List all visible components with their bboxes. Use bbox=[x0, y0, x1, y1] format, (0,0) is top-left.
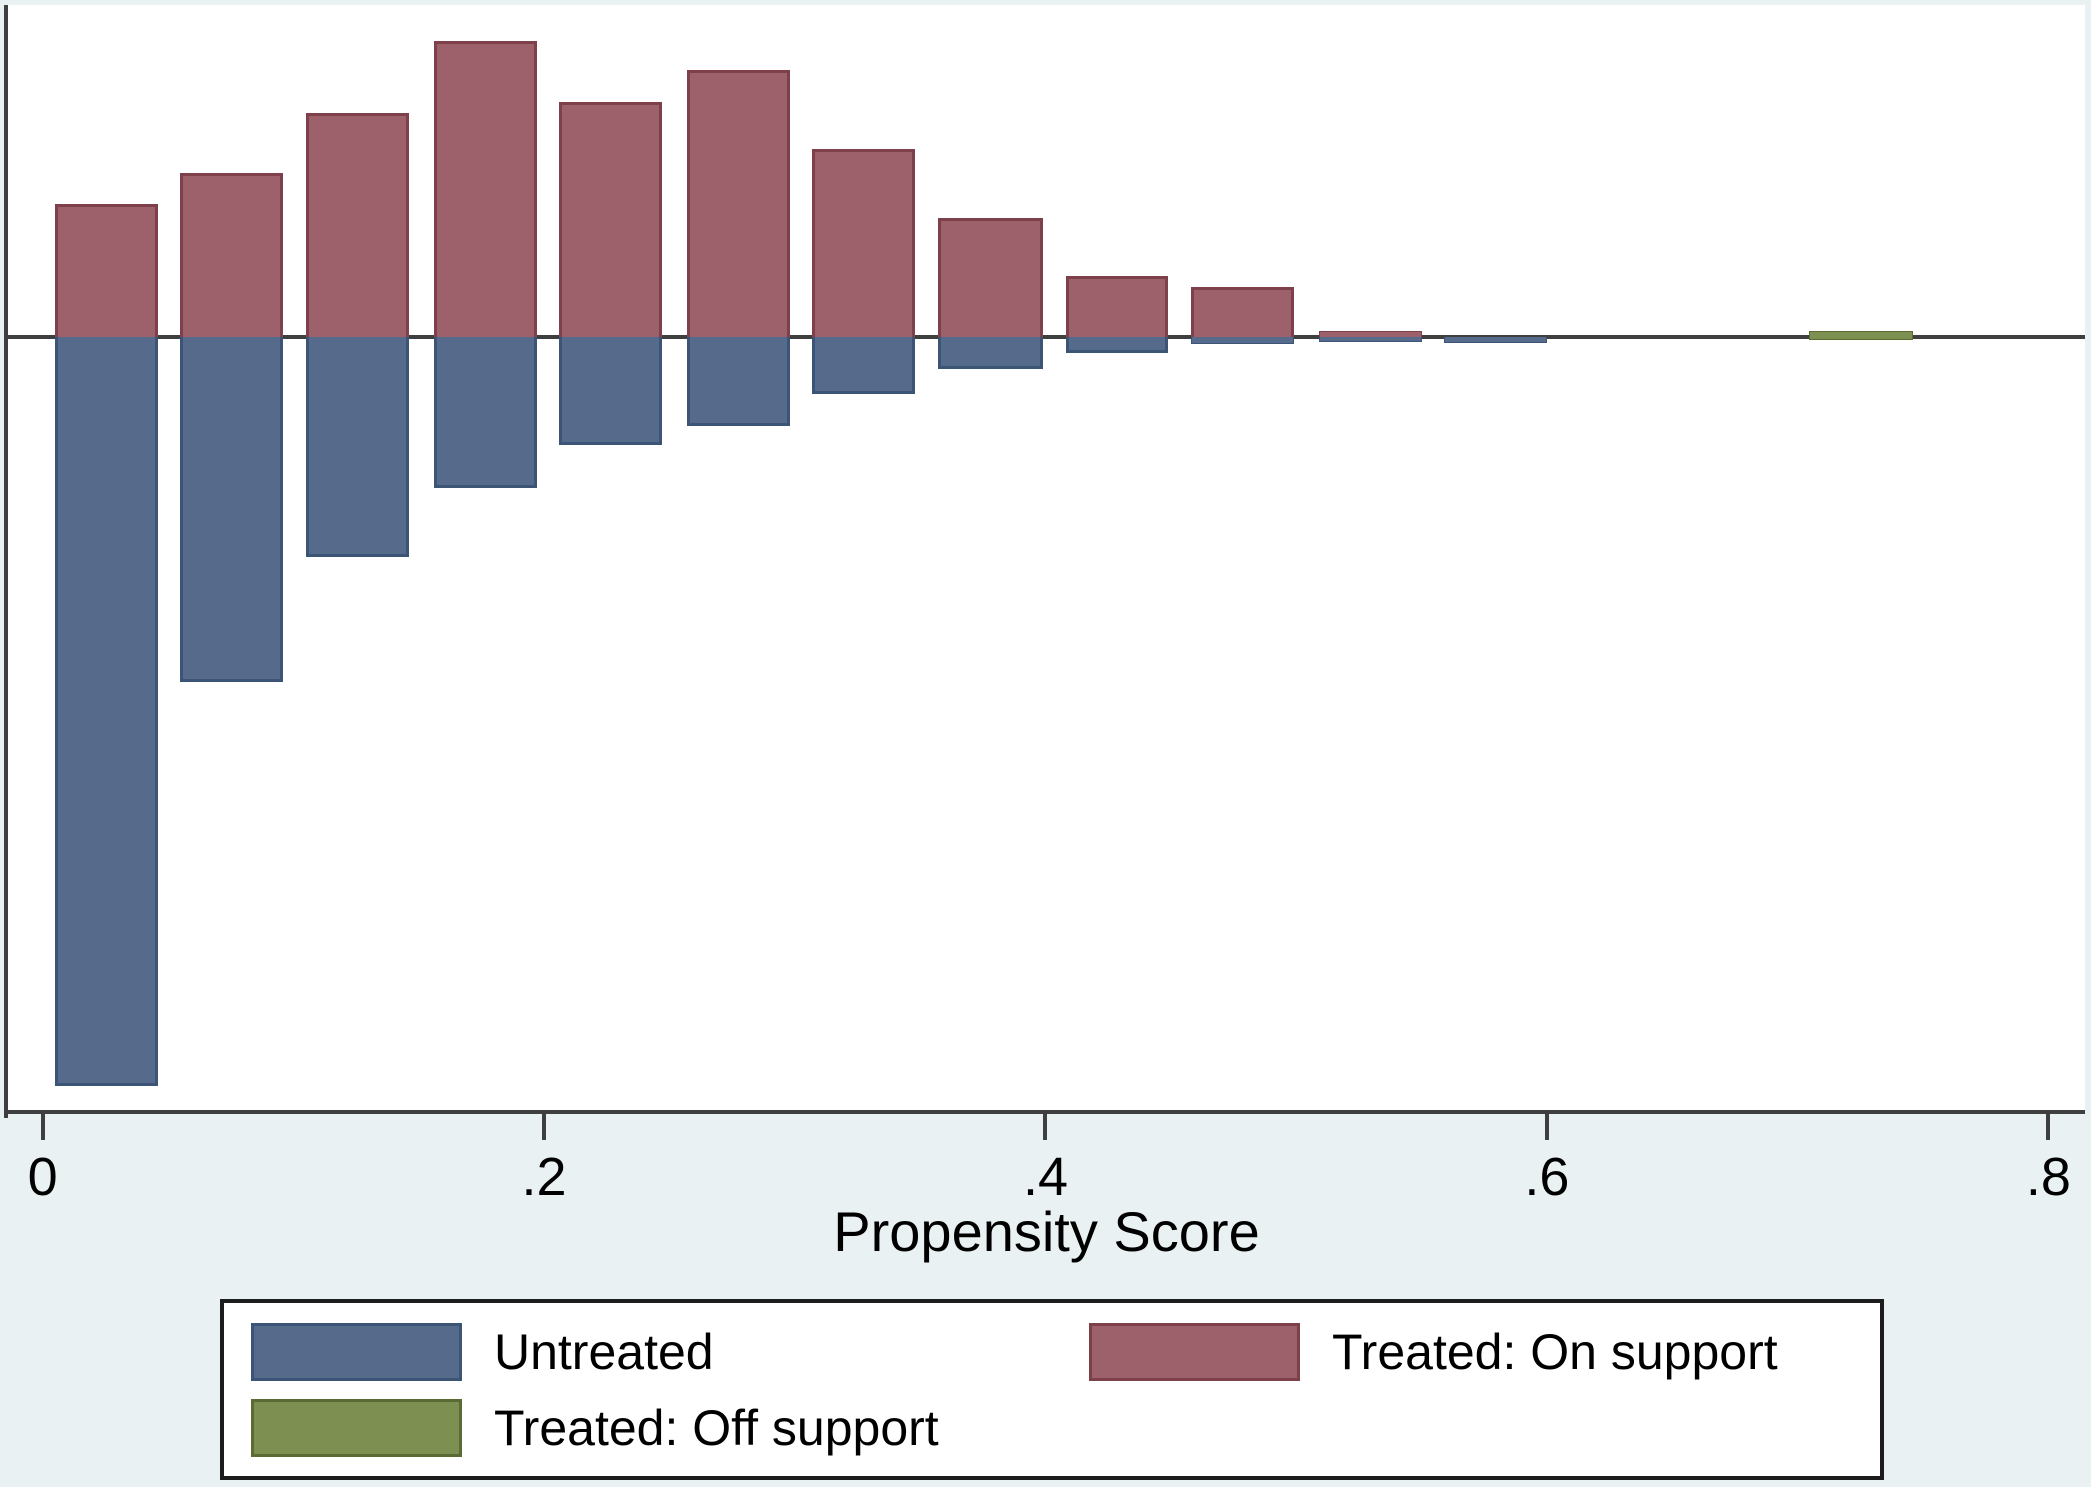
bar-untreated bbox=[1318, 337, 1422, 343]
legend-entry-untreated: Untreated bbox=[251, 1322, 1089, 1381]
bar-untreated bbox=[559, 337, 662, 445]
bar-untreated bbox=[55, 337, 158, 1086]
legend-label-untreated: Untreated bbox=[494, 1323, 714, 1380]
x-tick bbox=[1043, 1114, 1048, 1140]
bar-treated-off-support bbox=[1808, 331, 1913, 338]
bar-untreated bbox=[1065, 337, 1169, 353]
plot-area bbox=[8, 5, 2085, 1114]
x-tick-label: .2 bbox=[521, 1147, 567, 1207]
x-tick-label: .6 bbox=[1524, 1147, 1570, 1207]
bar-treated-on-support bbox=[1065, 276, 1169, 338]
x-tick bbox=[1544, 1114, 1549, 1140]
legend-swatch-treated_on bbox=[1089, 1322, 1300, 1381]
bar-treated-on-support bbox=[180, 172, 284, 338]
legend-entry-treated_on: Treated: On support bbox=[1089, 1322, 1880, 1381]
bar-treated-on-support bbox=[1318, 331, 1422, 338]
bar-treated-on-support bbox=[812, 148, 916, 338]
x-tick-label: 0 bbox=[27, 1147, 58, 1207]
legend-swatch-treated_off bbox=[251, 1398, 462, 1457]
bar-treated-on-support bbox=[55, 203, 158, 338]
bar-treated-on-support bbox=[559, 101, 662, 338]
x-axis-ticks: 0 .2 .4 .6 .8 bbox=[8, 1114, 2085, 1214]
bar-untreated bbox=[1444, 337, 1547, 344]
legend-label-treated_off: Treated: Off support bbox=[494, 1399, 939, 1456]
bar-untreated bbox=[812, 337, 916, 394]
y-axis-line bbox=[4, 5, 8, 1118]
bar-untreated bbox=[433, 337, 537, 488]
x-tick bbox=[40, 1114, 45, 1140]
bar-treated-on-support bbox=[433, 40, 537, 338]
legend-entry-treated_off: Treated: Off support bbox=[251, 1398, 1089, 1457]
x-tick bbox=[542, 1114, 547, 1140]
x-axis-line bbox=[4, 1110, 2085, 1114]
zero-baseline bbox=[8, 335, 2085, 340]
bar-treated-on-support bbox=[1190, 287, 1294, 338]
x-tick-label: .8 bbox=[2025, 1147, 2071, 1207]
x-axis-title: Propensity Score bbox=[833, 1200, 1260, 1263]
bar-untreated bbox=[1190, 337, 1294, 344]
bar-untreated bbox=[305, 337, 409, 557]
bar-untreated bbox=[937, 337, 1043, 370]
legend-label-treated_on: Treated: On support bbox=[1332, 1323, 1778, 1380]
bar-untreated bbox=[686, 337, 790, 426]
bar-treated-off-support-below bbox=[1808, 337, 1913, 341]
legend-swatch-untreated bbox=[251, 1322, 462, 1381]
bar-treated-on-support bbox=[937, 218, 1043, 338]
x-tick-label: .4 bbox=[1022, 1147, 1069, 1207]
bar-untreated bbox=[180, 337, 284, 682]
legend: Untreated Treated: On support Treated: Off… bbox=[220, 1299, 1884, 1480]
x-tick bbox=[2046, 1114, 2051, 1140]
bar-treated-on-support bbox=[305, 113, 409, 338]
bar-treated-on-support bbox=[686, 69, 790, 338]
